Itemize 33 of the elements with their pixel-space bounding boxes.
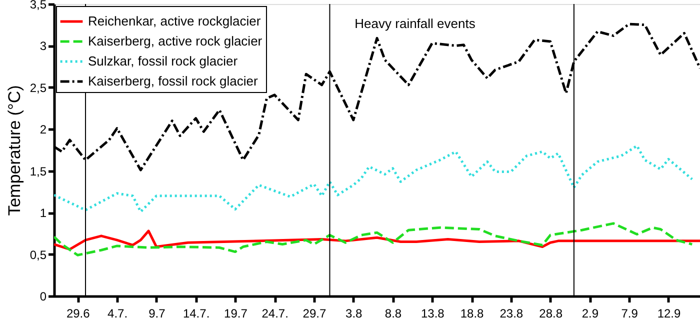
x-tick-label: 9.7 <box>148 306 166 320</box>
x-tick-label: 24.7. <box>262 306 288 320</box>
line-series <box>54 230 700 251</box>
annotation: Heavy rainfall events <box>354 16 476 31</box>
x-tick-label: 28.8 <box>539 306 563 320</box>
y-tick-label: 0 <box>40 290 47 304</box>
x-tick-label: 12.9 <box>657 306 681 320</box>
y-axis-title: Temperature (°C) <box>4 85 24 216</box>
x-tick-label: 8.8 <box>384 306 402 320</box>
line-series <box>54 222 694 256</box>
x-tick-label: 2.9 <box>582 306 599 320</box>
legend-label: Sulzkar, fossil rock glacier <box>88 54 238 68</box>
x-tick-label: 19.7 <box>224 306 248 320</box>
legend-label: Kaiserberg, fossil rock glacier <box>88 74 258 88</box>
x-tick-label: 23.8 <box>500 306 524 320</box>
legend-label: Kaiserberg, active rock glacier <box>88 34 263 48</box>
x-tick-label: 4.7. <box>108 306 128 320</box>
line-series <box>54 144 694 213</box>
y-tick-label: 1 <box>40 206 47 220</box>
x-tick-label: 18.8 <box>460 306 484 320</box>
y-tick-label: 3 <box>40 39 47 54</box>
y-tick-label: 2 <box>40 122 47 137</box>
y-tick-label: 1,5 <box>30 164 47 178</box>
y-tick-label: 2,5 <box>30 80 47 95</box>
x-tick-label: 13.8 <box>420 306 445 320</box>
x-tick-label: 3.8 <box>346 306 363 320</box>
x-tick-label: 29.7 <box>302 306 326 320</box>
y-tick-label: 3,5 <box>30 0 47 12</box>
x-tick-label: 29.6 <box>66 306 90 320</box>
x-tick-label: 7.9 <box>621 306 638 320</box>
legend-label: Reichenkar, active rockglacier <box>88 14 262 28</box>
x-tick-label: 14.7. <box>182 306 210 320</box>
y-tick-label: 0,5 <box>30 248 47 262</box>
